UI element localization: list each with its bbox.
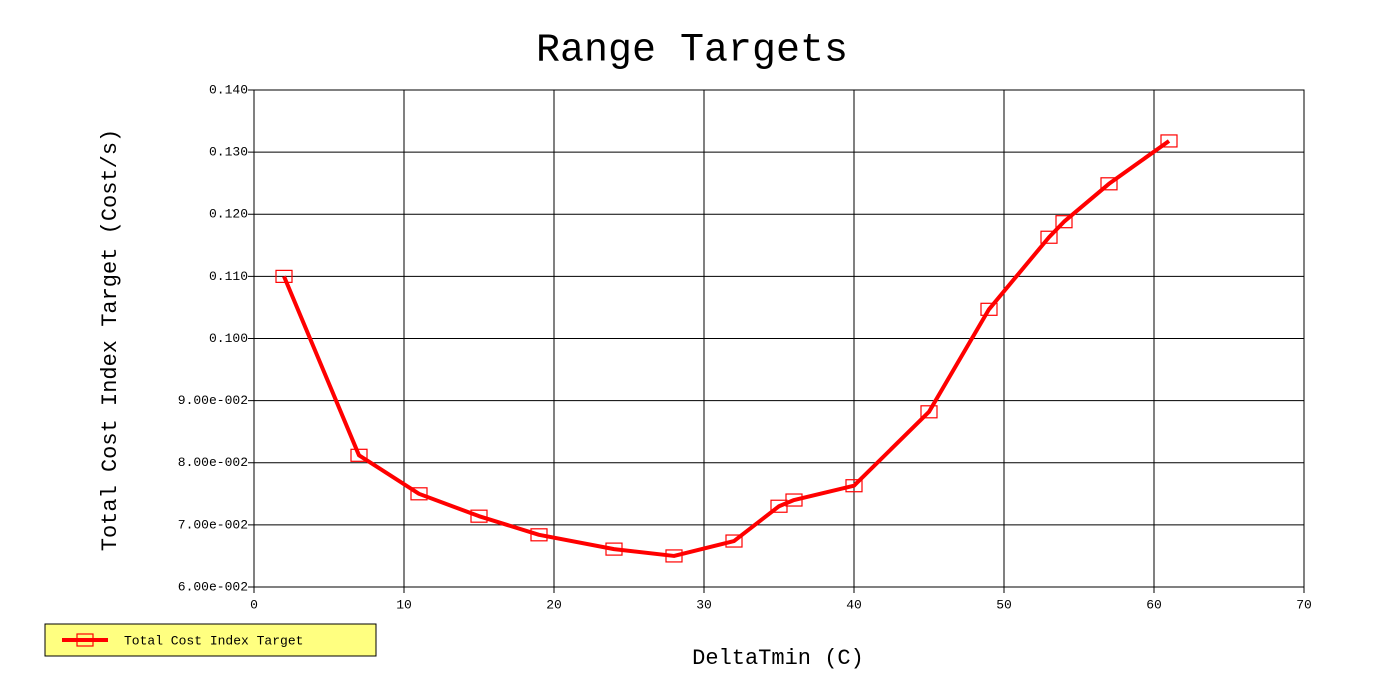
x-tick-label: 60 [1146, 597, 1162, 612]
point-marker [1160, 134, 1178, 148]
point-marker [605, 542, 623, 556]
point-marker [470, 509, 488, 523]
x-tick-label: 0 [250, 597, 258, 612]
y-tick-label: 9.00e-002 [178, 393, 248, 408]
point-marker [785, 493, 803, 507]
y-tick-label: 8.00e-002 [178, 455, 248, 470]
point-marker [1055, 215, 1073, 229]
point-marker [1100, 177, 1118, 191]
legend-marker [76, 633, 94, 647]
x-axis-title: DeltaTmin (C) [692, 646, 864, 671]
y-tick-label: 6.00e-002 [178, 579, 248, 594]
y-tick-label: 0.120 [209, 207, 248, 222]
x-tick-label: 20 [546, 597, 562, 612]
point-marker [530, 528, 548, 542]
point-marker [920, 405, 938, 419]
point-marker [350, 448, 368, 462]
y-tick-label: 7.00e-002 [178, 517, 248, 532]
point-marker [410, 487, 428, 501]
y-tick-label: 0.140 [209, 82, 248, 97]
x-tick-label: 70 [1296, 597, 1312, 612]
point-marker [725, 534, 743, 548]
legend-label: Total Cost Index Target [124, 633, 303, 648]
point-marker [980, 302, 998, 316]
y-tick-label: 0.130 [209, 145, 248, 160]
x-tick-label: 40 [846, 597, 862, 612]
point-marker [845, 479, 863, 493]
x-tick-label: 50 [996, 597, 1012, 612]
x-tick-label: 10 [396, 597, 412, 612]
y-tick-label: 0.100 [209, 331, 248, 346]
series-line [282, 139, 1171, 558]
y-axis-title: Total Cost Index Target (Cost/s) [98, 129, 123, 551]
y-tick-label: 0.110 [209, 269, 248, 284]
chart-title: Range Targets [536, 29, 848, 74]
point-marker [665, 549, 683, 563]
x-tick-label: 30 [696, 597, 712, 612]
point-marker [1040, 230, 1058, 244]
point-marker [275, 269, 293, 283]
